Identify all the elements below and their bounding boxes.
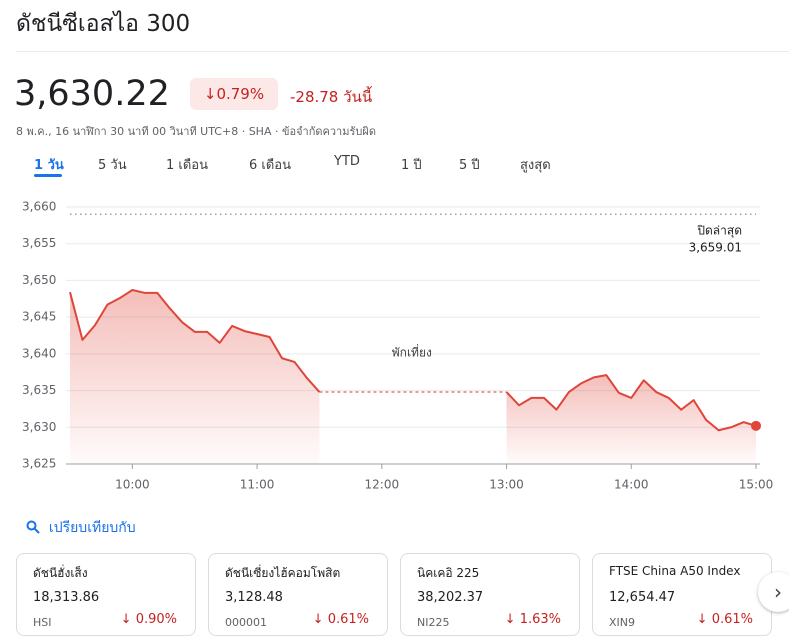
change-badge: ↓0.79% bbox=[190, 78, 278, 110]
search-icon bbox=[26, 520, 40, 534]
y-tick-label: 3,630 bbox=[22, 420, 56, 434]
tab[interactable]: 5 วัน bbox=[98, 158, 127, 173]
y-tick-label: 3,625 bbox=[22, 457, 56, 471]
card-symbol: HSI bbox=[33, 616, 52, 629]
card-price: 3,128.48 bbox=[225, 590, 283, 605]
tab[interactable]: 6 เดือน bbox=[249, 158, 291, 173]
y-tick-label: 3,650 bbox=[22, 273, 56, 287]
card-symbol: 000001 bbox=[225, 616, 267, 629]
card-name: FTSE China A50 Index bbox=[609, 564, 741, 578]
card-name: ดัชนีฮั่งเส็ง bbox=[33, 566, 88, 580]
card-change-value: 0.61% bbox=[711, 612, 753, 627]
price: 3,630.22 bbox=[14, 74, 170, 114]
card-change: ↓ 0.61% bbox=[696, 612, 753, 627]
card-symbol: NI225 bbox=[417, 616, 450, 629]
y-tick-label: 3,660 bbox=[22, 200, 56, 214]
last-point bbox=[751, 420, 761, 431]
y-tick-label: 3,635 bbox=[22, 383, 56, 397]
subtitle: 8 พ.ค., 16 นาฬิกา 30 นาที 00 วินาที UTC+… bbox=[16, 125, 376, 138]
change: -28.78 วันนี้ bbox=[290, 85, 372, 109]
tab[interactable]: 1 ปี bbox=[401, 158, 422, 173]
previous-close-value: 3,659.01 bbox=[689, 241, 742, 255]
tab[interactable]: สูงสุด bbox=[520, 158, 551, 173]
card-name: ดัชนีเซี่ยงไฮ้คอมโพสิต bbox=[225, 566, 341, 580]
price-line bbox=[505, 374, 757, 432]
compare-link[interactable]: เปรียบเทียบกับ bbox=[26, 517, 136, 539]
area bbox=[70, 289, 320, 464]
card-name: นิคเคอิ 225 bbox=[417, 566, 480, 580]
previous-close-label: ปิดล่าสุด bbox=[697, 224, 742, 239]
quote-card[interactable]: ดัชนีฮั่งเส็ง 18,313.86 HSI ↓ 0.90% bbox=[16, 553, 196, 636]
tab[interactable]: 5 ปี bbox=[459, 158, 480, 173]
card-change: ↓ 0.61% bbox=[312, 612, 369, 627]
card-symbol: XIN9 bbox=[609, 616, 636, 629]
x-tick-label: 14:00 bbox=[614, 478, 649, 492]
card-price: 38,202.37 bbox=[417, 590, 484, 605]
tab[interactable]: YTD bbox=[334, 154, 360, 169]
card-change-value: 0.61% bbox=[327, 612, 369, 627]
x-tick-label: 10:00 bbox=[115, 478, 150, 492]
x-tick-label: 11:00 bbox=[240, 478, 275, 492]
area bbox=[506, 375, 756, 464]
divider bbox=[16, 51, 789, 52]
x-tick-label: 15:00 bbox=[739, 478, 774, 492]
next-button[interactable]: › bbox=[758, 572, 789, 612]
price-line bbox=[69, 288, 321, 393]
change-value: -28.78 bbox=[290, 88, 339, 106]
card-price: 12,654.47 bbox=[609, 590, 676, 605]
y-tick-label: 3,655 bbox=[22, 236, 56, 250]
tab-underline bbox=[34, 174, 62, 177]
quote-card[interactable]: FTSE China A50 Index 12,654.47 XIN9 ↓ 0.61% bbox=[592, 553, 772, 636]
title: ดัชนีซีเอสไอ 300 bbox=[16, 11, 191, 37]
y-tick-label: 3,640 bbox=[22, 346, 56, 360]
compare-label: เปรียบเทียบกับ bbox=[48, 520, 136, 536]
tab[interactable]: 1 เดือน bbox=[166, 158, 208, 173]
quote-card[interactable]: ดัชนีเซี่ยงไฮ้คอมโพสิต 3,128.48 000001 ↓ 0.… bbox=[208, 553, 388, 636]
tab[interactable]: 1 วัน bbox=[34, 158, 64, 173]
change-percent: 0.79% bbox=[216, 85, 265, 103]
chart: 3,625 3,630 3,635 3,640 3,645 3,650 3,655 3,660… bbox=[22, 200, 774, 492]
x-tick-label: 13:00 bbox=[489, 478, 524, 492]
card-change: ↓ 0.90% bbox=[120, 612, 177, 627]
y-tick-label: 3,645 bbox=[22, 310, 56, 324]
card-price: 18,313.86 bbox=[33, 590, 100, 605]
quote-card[interactable]: นิคเคอิ 225 38,202.37 NI225 ↓ 1.63% bbox=[400, 553, 580, 636]
x-tick-label: 12:00 bbox=[365, 478, 400, 492]
card-change-value: 0.90% bbox=[135, 612, 177, 627]
card-change: ↓ 1.63% bbox=[504, 612, 561, 627]
card-change-value: 1.63% bbox=[519, 612, 561, 627]
change-period: วันนี้ bbox=[343, 88, 373, 106]
annotation: พักเที่ยง bbox=[392, 343, 432, 359]
